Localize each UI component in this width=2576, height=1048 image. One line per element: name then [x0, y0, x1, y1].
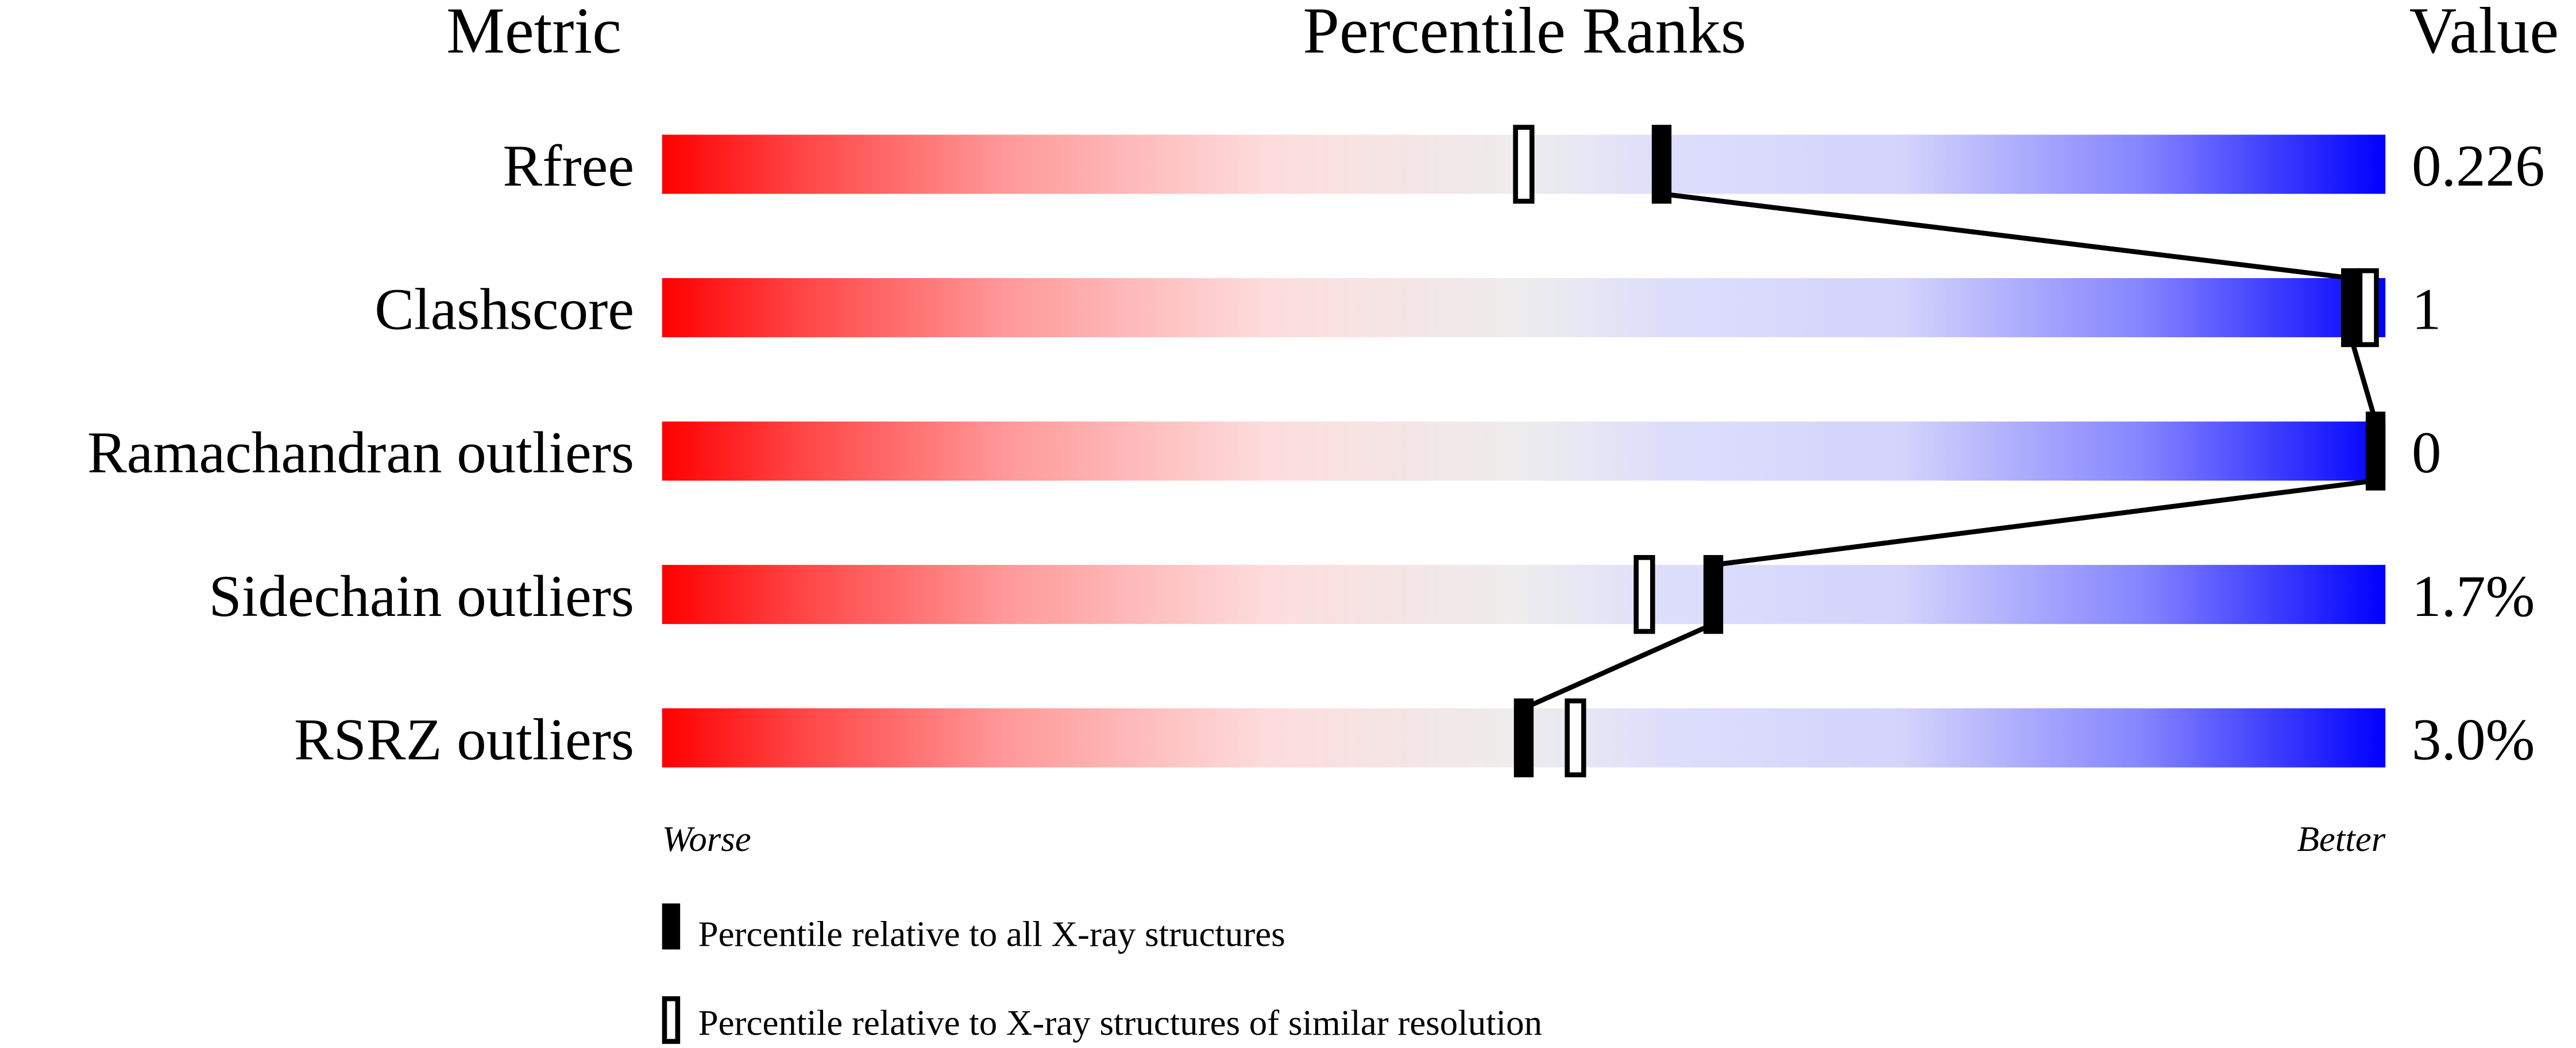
all-structures-marker [2365, 411, 2386, 491]
metric-value: 3.0% [2412, 707, 2535, 772]
metric-value: 1 [2412, 277, 2441, 342]
better-label: Better [2297, 819, 2385, 859]
metric-label: RSRZ outliers [294, 707, 634, 772]
legend-open-marker [662, 996, 681, 1044]
metric-label: Clashscore [374, 277, 634, 342]
metric-value: 0 [2412, 420, 2441, 486]
percentile-bar [662, 278, 2386, 337]
legend-all-label: Percentile relative to all X-ray structu… [698, 914, 1285, 954]
connector-line [1523, 191, 2378, 711]
metric-label: Sidechain outliers [208, 564, 634, 629]
metric-value: 1.7% [2412, 564, 2535, 629]
worse-label: Worse [662, 819, 751, 859]
all-structures-marker [2341, 268, 2361, 348]
percentile-bar [662, 565, 2386, 625]
metric-label: Rfree [503, 133, 634, 199]
metric-value: 0.226 [2412, 133, 2545, 199]
similar-resolution-marker [1513, 125, 1535, 204]
all-structures-marker [1513, 698, 1534, 777]
similar-resolution-marker [1565, 698, 1586, 777]
all-structures-marker [1703, 555, 1724, 634]
legend-similar-label: Percentile relative to X-ray structures … [698, 1003, 1542, 1043]
similar-resolution-marker [2357, 268, 2379, 348]
similar-resolution-marker [1633, 555, 1655, 634]
legend-filled-marker [662, 903, 681, 950]
all-structures-marker [1651, 125, 1672, 204]
percentile-bar [662, 421, 2386, 481]
header-value: Value [2409, 0, 2559, 67]
header-metric: Metric [446, 0, 621, 67]
header-percentile-ranks: Percentile Ranks [1303, 0, 1746, 67]
metric-label: Ramachandran outliers [87, 420, 634, 486]
